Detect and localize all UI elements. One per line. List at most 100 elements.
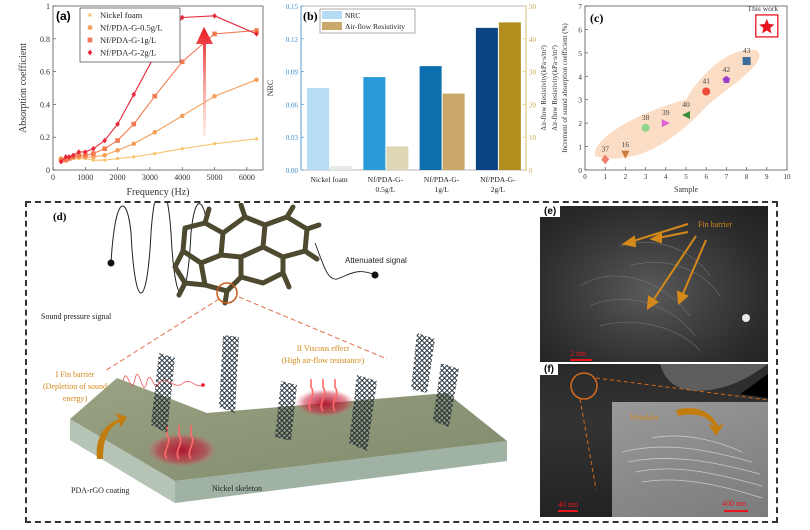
panel-label-e: (e) xyxy=(540,206,561,217)
chart-c-point xyxy=(641,123,650,132)
chart-a-point xyxy=(66,154,72,160)
scale-bar-e: 2 um xyxy=(570,349,587,358)
chart-a-point xyxy=(102,152,107,158)
chart-b-ytick-label: 0.09 xyxy=(286,69,299,77)
chart-b-bar-airflow xyxy=(498,22,521,171)
chart-a-point xyxy=(83,149,88,155)
schematic-d: (d) Attenuated signal Sound pressure sig… xyxy=(41,203,507,503)
chart-a-point xyxy=(132,155,136,159)
chart-a-legend-label: Nf/PDA-G-1g/L xyxy=(100,35,156,45)
fin-barrier-arrows-icon xyxy=(621,223,707,310)
viscous-effect-label: II Viscous effect xyxy=(297,344,350,353)
chart-b-ytick-right-label: 40 xyxy=(529,36,537,44)
chart-c-xtick-label: 7 xyxy=(725,173,729,181)
chart-a-point xyxy=(63,157,69,163)
chart-a-point xyxy=(179,14,185,21)
chart-a-point xyxy=(91,151,96,156)
chart-b-ytick-label: 0.00 xyxy=(286,167,299,175)
nickel-foam-structure-icon xyxy=(172,203,322,306)
chart-c-point-label: 42 xyxy=(723,65,731,74)
chart-a-point xyxy=(254,77,259,83)
chart-c-ytick-label: 0 xyxy=(578,166,582,175)
chart-c-ytick-label: 7 xyxy=(578,2,582,11)
panel-label-c: (c) xyxy=(590,11,603,25)
chart-a-point xyxy=(212,31,217,37)
viscous-effect-desc: (High air-flow resistance) xyxy=(282,356,365,365)
chart-a: 0 1000 2000 3000 4000 5000 600000.20.40.60.81 … xyxy=(18,2,264,198)
chart-a-point xyxy=(115,121,120,127)
chart-c-xtick-label: 10 xyxy=(784,173,792,181)
chart-b: Nickel foam Nf/PDA-G-0.5g/LNf/PDA-G-1g/LN… xyxy=(266,3,548,194)
trend-arrow-icon xyxy=(196,27,213,136)
chart-c-this-work-box xyxy=(755,14,779,38)
chart-a-point xyxy=(180,147,184,151)
chart-c-xtick-label: 9 xyxy=(765,173,769,181)
chart-b-bar-nrc xyxy=(307,88,330,170)
chart-a-ytick-label: 0.2 xyxy=(40,133,50,142)
chart-c-point xyxy=(722,75,731,84)
chart-a-legend-label: Nf/PDA-G-2g/L xyxy=(100,48,156,58)
chart-b-bar-airflow xyxy=(442,93,465,170)
sem-image-f: 40 um Wrinkles 400 nm (f) xyxy=(540,364,768,517)
chart-c-xtick-label: 2 xyxy=(624,173,628,181)
legend-swatch xyxy=(322,11,342,19)
chart-b-xtick-label: Nickel foam xyxy=(310,175,347,184)
chart-c-ytick-label: 2 xyxy=(578,119,582,128)
chart-a-ytick-label: 0.4 xyxy=(40,100,50,109)
fin-barrier-desc-2: energy) xyxy=(63,394,88,403)
chart-b-legend-label: NRC xyxy=(345,11,360,20)
chart-c-ylabel: Increment of sound absorption coefficien… xyxy=(561,23,569,153)
chart-a-ytick-label: 0.8 xyxy=(40,35,50,44)
chart-a-point xyxy=(58,159,64,165)
chart-c-point xyxy=(682,110,690,119)
chart-a-point xyxy=(212,13,217,19)
chart-a-point xyxy=(83,152,88,158)
chart-b-bar-airflow xyxy=(330,166,353,170)
sound-pressure-signal-label: Sound pressure signal xyxy=(41,312,112,321)
chart-a-point xyxy=(153,151,157,156)
legend-marker xyxy=(88,13,92,17)
chart-a-xtick-label: 2000 xyxy=(110,173,126,182)
chart-c-point xyxy=(601,154,610,165)
chart-b-ytick-right-label: 10 xyxy=(529,134,537,142)
panel-label-a: (a) xyxy=(56,9,71,23)
chart-c-xtick-label: 6 xyxy=(704,173,708,181)
chart-a-xtick-label: 6000 xyxy=(239,173,255,182)
panel-label-f: (f) xyxy=(540,364,558,375)
chart-a-point xyxy=(131,121,137,127)
chart-a-legend xyxy=(79,7,181,63)
chart-b-bar-airflow xyxy=(386,146,409,170)
chart-a-legend-label: Nf/PDA-G-0.5g/L xyxy=(100,23,163,33)
chart-b-legend-label: Air-flow Resistivity xyxy=(345,22,405,31)
chart-c-highlight-region xyxy=(594,49,760,159)
chart-b-xtick-label: Nf/PDA-G- xyxy=(480,175,516,184)
chart-a-point xyxy=(152,129,158,135)
chart-b-bar-nrc xyxy=(419,66,442,170)
chart-c-point-label: This work xyxy=(747,4,778,13)
chart-b-ytick-label: 0.12 xyxy=(286,36,299,44)
chart-a-point xyxy=(71,152,76,158)
chart-b-bar-nrc xyxy=(475,27,498,170)
nickel-skeleton-label: Nickel skeleton xyxy=(212,484,262,493)
chart-b-ylabel-right: Air-flow Resistivity(kPa·s/m²) xyxy=(540,44,548,130)
chart-a-point xyxy=(63,154,69,160)
legend-marker xyxy=(87,25,93,30)
sound-wave-icon xyxy=(110,203,208,294)
chart-c-point-label: 38 xyxy=(642,113,650,122)
chart-c-xtick-label: 1 xyxy=(603,173,607,181)
chart-a-point xyxy=(254,137,259,141)
zoom-circle-f-icon xyxy=(570,372,598,400)
chart-b-bar-nrc xyxy=(363,77,386,170)
chart-a-xtick-label: 1000 xyxy=(77,173,93,182)
chart-a-legend-label: Nickel foam xyxy=(100,10,143,20)
chart-b-ytick-right-label: 20 xyxy=(529,101,537,109)
chart-c-point-label: 16 xyxy=(622,140,630,149)
chart-b-ytick-label: 0.15 xyxy=(286,3,299,11)
legend-marker xyxy=(87,49,93,56)
zoom-circle-icon xyxy=(216,282,238,304)
chart-c-xtick-label: 0 xyxy=(583,173,587,181)
chart-c-point-label: 43 xyxy=(743,46,751,55)
chart-c-xtick-label: 8 xyxy=(745,173,749,181)
chart-a-xtick-label: 0 xyxy=(51,173,55,182)
scale-bar-f-main: 40 um xyxy=(558,500,579,509)
